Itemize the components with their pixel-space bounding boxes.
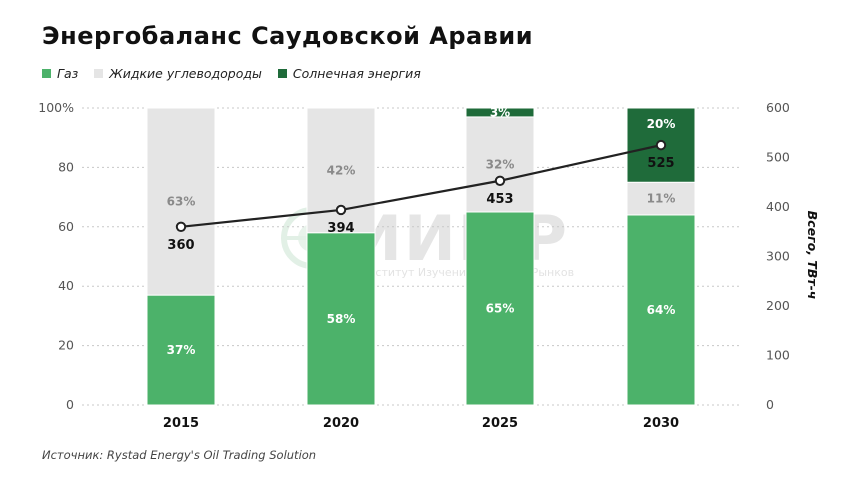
total-value-label: 394 xyxy=(327,221,354,236)
right-tick-label: 500 xyxy=(766,150,790,165)
category-label: 2015 xyxy=(163,416,199,431)
total-point xyxy=(335,204,347,216)
category-label: 2030 xyxy=(643,416,679,431)
bar-segment-solar xyxy=(465,107,535,118)
data-label-gas: 64% xyxy=(647,303,676,317)
source-note: Источник: Rystad Energy's Oil Trading So… xyxy=(42,448,317,462)
bar-segment-gas xyxy=(146,294,216,406)
bar-segment-gas xyxy=(465,211,535,406)
right-tick-label: 400 xyxy=(766,199,790,214)
category-axis: 2015 2020 2025 2030 xyxy=(163,416,679,431)
data-label-gas: 37% xyxy=(167,343,196,357)
right-tick-label: 100 xyxy=(766,348,790,363)
legend-label-liquids: Жидкие углеводороды xyxy=(109,66,262,81)
data-label-gas: 65% xyxy=(486,301,515,315)
bar-segment-liquids xyxy=(146,107,216,296)
bar-segment-liquids xyxy=(465,116,535,213)
data-label-liquids: 42% xyxy=(327,163,356,177)
right-tick-label: 600 xyxy=(766,100,790,115)
right-axis: 0 100 200 300 400 500 600 xyxy=(766,100,790,412)
left-tick-label: 0 xyxy=(66,397,74,412)
legend-item-liquids: Жидкие углеводороды xyxy=(94,66,262,81)
data-label-liquids: 63% xyxy=(167,195,196,209)
total-point xyxy=(175,221,187,233)
total-line: 360 394 453 525 xyxy=(167,139,675,253)
data-label-gas: 58% xyxy=(327,312,356,326)
bars: 37% 63% 58% 42% 65% 32% 3% 64% 11% 20% xyxy=(146,105,696,406)
bar-segment-gas xyxy=(626,214,696,406)
total-point xyxy=(494,175,506,186)
left-tick-label: 20 xyxy=(58,338,74,353)
legend-label-solar: Солнечная энергия xyxy=(292,66,421,81)
legend-swatch-liquids xyxy=(94,69,104,78)
bar-segment-liquids xyxy=(626,181,696,216)
data-label-solar: 20% xyxy=(647,117,676,131)
legend-swatch-gas xyxy=(42,69,51,78)
category-label: 2020 xyxy=(323,416,359,431)
legend: Газ Жидкие углеводороды Солнечная энерги… xyxy=(42,66,421,81)
total-line-path xyxy=(180,144,662,228)
bar-segment-gas xyxy=(306,232,376,406)
left-axis: 0 20 40 60 80 100% xyxy=(38,100,74,412)
legend-label-gas: Газ xyxy=(57,66,79,81)
legend-item-gas: Газ xyxy=(42,66,78,81)
data-label-liquids: 11% xyxy=(647,192,676,206)
left-tick-label: 80 xyxy=(58,159,74,174)
left-tick-label: 100% xyxy=(38,100,74,115)
right-tick-label: 200 xyxy=(766,298,790,313)
left-tick-label: 40 xyxy=(58,278,74,293)
left-tick-label: 60 xyxy=(58,219,74,234)
data-label-solar: 3% xyxy=(490,105,510,119)
chart-title: Энергобаланс Саудовской Аравии xyxy=(42,22,534,50)
legend-item-solar: Солнечная энергия xyxy=(277,66,421,81)
total-value-label: 525 xyxy=(647,156,674,171)
total-value-label: 360 xyxy=(167,238,194,253)
right-tick-label: 300 xyxy=(766,249,790,264)
right-axis-title: Всего, ТВт-ч xyxy=(805,211,820,300)
legend-swatch-solar xyxy=(277,69,287,78)
watermark-name: ИИМР xyxy=(350,202,569,275)
data-label-liquids: 32% xyxy=(486,157,515,171)
total-point xyxy=(655,139,667,151)
category-label: 2025 xyxy=(482,416,518,431)
right-tick-label: 0 xyxy=(766,397,774,412)
total-value-label: 453 xyxy=(486,192,513,207)
